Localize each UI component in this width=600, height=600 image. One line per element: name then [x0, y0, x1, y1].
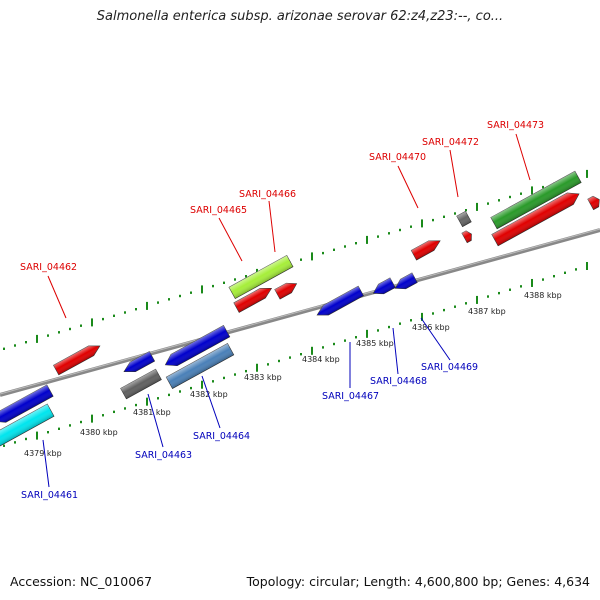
- gene-label-reverse: SARI_04461: [21, 490, 78, 501]
- kbp-label: 4379 kbp: [24, 449, 62, 458]
- gene-SARI_04465: [233, 288, 273, 313]
- gene-label-forward: SARI_04465: [190, 205, 247, 216]
- gene-SARI_04464-rna: [165, 343, 235, 389]
- kbp-label: 4387 kbp: [468, 307, 506, 316]
- backbone-highlight: [0, 228, 600, 395]
- topology-text: Topology: circular; Length: 4,600,800 bp…: [246, 574, 590, 589]
- gene-shade: [395, 272, 418, 289]
- gene-shade: [165, 325, 230, 366]
- gene-SARI_04466: [274, 282, 298, 300]
- kbp-label: 4381 kbp: [133, 408, 171, 417]
- gene-SARI_04473-rna: [490, 170, 582, 230]
- leader-line: [218, 217, 243, 262]
- gene-label-forward: SARI_04473: [487, 120, 544, 131]
- gene-pseudo-reverse: [120, 368, 162, 400]
- gene-label-reverse: SARI_04468: [370, 376, 427, 387]
- kbp-label: 4386 kbp: [412, 323, 450, 332]
- gene-shade: [0, 403, 55, 451]
- leader-line: [392, 327, 399, 375]
- kbp-label: 4383 kbp: [244, 373, 282, 382]
- gene-pseudo-forward: [456, 210, 472, 228]
- gene-shade: [411, 240, 441, 261]
- gene-shade: [317, 286, 364, 316]
- gene-shade: [233, 288, 272, 313]
- gene-label-reverse: SARI_04464: [193, 431, 250, 442]
- gene-SARI_04462: [53, 345, 101, 376]
- kbp-label: 4384 kbp: [302, 355, 340, 364]
- forward-tick-row: [3, 169, 588, 350]
- leader-line: [47, 275, 67, 319]
- gene-shade: [228, 255, 294, 299]
- gene-shade: [456, 211, 472, 227]
- leader-line: [201, 375, 221, 429]
- leader-line: [420, 317, 451, 361]
- gene-SARI_04461: [0, 384, 54, 423]
- gene-shade: [0, 384, 54, 423]
- gene-SARI_04461-rna: [0, 403, 55, 451]
- gene-shade: [587, 196, 600, 210]
- kbp-label: 4388 kbp: [524, 291, 562, 300]
- gene-shade: [123, 351, 155, 372]
- gene-SARI_04473: [491, 192, 580, 247]
- gene-shade: [461, 230, 472, 243]
- kbp-label: 4385 kbp: [356, 339, 394, 348]
- gene-SARI_04465-rna: [228, 254, 294, 300]
- map-title: Salmonella enterica subsp. arizonae sero…: [96, 9, 504, 24]
- gene-SARI_04469: [394, 272, 418, 290]
- leader-line: [147, 393, 164, 448]
- gene-label-forward: SARI_04462: [20, 262, 77, 273]
- gene-SARI_04467: [316, 285, 364, 316]
- gene-SARI_04470: [410, 240, 441, 261]
- gene-shade: [490, 171, 582, 229]
- gene-shade: [120, 369, 162, 399]
- gene-shade: [373, 277, 396, 294]
- gene-label-forward: SARI_04470: [369, 152, 426, 163]
- reverse-tick-row: [3, 262, 588, 447]
- leader-line: [42, 439, 50, 488]
- gene-SARI_04468: [372, 277, 396, 295]
- gene-label-reverse: SARI_04463: [135, 450, 192, 461]
- leader-line: [268, 200, 276, 253]
- kbp-label: 4380 kbp: [80, 428, 118, 437]
- gene-SARI_04472: [461, 230, 472, 244]
- gene-shade: [166, 343, 234, 389]
- backbone-line: [0, 228, 600, 397]
- gene-SARI_04464: [164, 325, 231, 367]
- gene-label-forward: SARI_04472: [422, 137, 479, 148]
- leader-line: [397, 165, 419, 209]
- gene-label-reverse: SARI_04467: [322, 391, 379, 402]
- gene-shade: [491, 192, 580, 246]
- gene-label-forward: SARI_04466: [239, 189, 296, 200]
- gene-shade: [53, 345, 100, 375]
- gene-next-forward: [587, 195, 600, 211]
- gene-label-reverse: SARI_04469: [421, 362, 478, 373]
- leader-line: [449, 149, 459, 198]
- accession-text: Accession: NC_010067: [10, 574, 153, 589]
- leader-line: [515, 133, 531, 181]
- gene-SARI_04463: [123, 351, 156, 373]
- gene-shade: [274, 283, 297, 300]
